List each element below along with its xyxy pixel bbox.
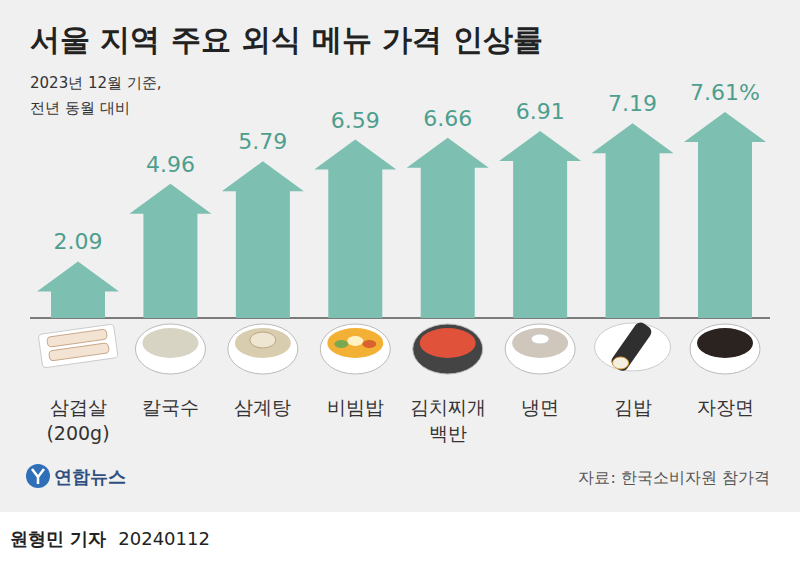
icon-food [609,320,654,373]
icon-food [512,328,568,358]
icon-food [250,332,276,348]
category-label: 비빔밥 [327,396,384,418]
icon-food [697,328,753,358]
icon-food [420,328,476,358]
category-line: 냉면 [521,396,559,418]
data-label: 7.19 [608,91,657,116]
icon-food [327,328,383,358]
source: 자료: 한국소비자원 참가격 [578,468,770,487]
category-label: 삼겹살 (200g) [46,396,109,444]
arrow-bar [407,138,489,318]
date: 20240112 [118,528,210,549]
data-label: 4.96 [146,152,195,177]
logo-mark [32,469,44,484]
data-label: 6.91 [516,99,565,124]
arrow-bar [684,112,766,318]
icon-bowl [228,324,298,374]
icon-plate [38,324,118,368]
icon-food [142,328,198,358]
logo-mark [26,464,50,488]
arrow-bar [314,140,396,318]
category-label: 칼국수 [142,396,199,418]
category-line: 칼국수 [142,396,199,418]
icons [38,320,760,374]
category-label: 냉면 [521,396,559,418]
icon-food [334,340,348,348]
data-label: 7.61% [690,80,760,105]
icon-bowl [413,324,483,374]
category-line: 백반 [429,422,467,444]
category-line: 자장면 [697,396,754,418]
data-label: 5.79 [238,129,287,154]
category-label: 자장면 [697,396,754,418]
arrow-bar [37,261,119,318]
logo: 연합뉴스 [54,466,126,487]
title: 서울 지역 주요 외식 메뉴 가격 인상률 [30,22,543,57]
category-line: 삼겹살 [50,396,107,418]
category-label: 김치찌개백반 [410,396,486,444]
icon-bowl [135,324,205,374]
icon-food [49,343,110,361]
category-label: 김밥 [614,396,652,418]
arrow-bar [222,161,304,318]
data-label: 6.66 [423,106,472,131]
category-line: 김치찌개 [410,396,486,418]
category-line: 비빔밥 [327,396,384,418]
category-line: 삼계탕 [234,396,291,418]
background [0,0,800,512]
arrow-bar [592,123,674,318]
data-label: 2.09 [54,229,103,254]
icon-food [235,328,291,358]
arrow-bar [499,131,581,318]
byline: 원형민 기자 [10,528,106,549]
chart: 서울 지역 주요 외식 메뉴 가격 인상률 2023년 12월 기준, 전년 동월 … [0,0,800,561]
subtitle: 2023년 12월 기준, [30,74,162,92]
category-label: 삼계탕 [234,396,291,418]
footer-background [0,512,800,561]
category-line: (200g) [46,422,109,444]
category-line: 김밥 [614,396,652,418]
icon-food [347,336,363,346]
icon-bowl [690,324,760,374]
icon-bowl [320,324,390,374]
icon-food [613,357,629,369]
data-label: 6.59 [331,108,380,133]
icon-bowl [505,324,575,374]
icon-food [531,334,549,344]
subtitle: 전년 동월 대비 [30,99,130,117]
arrow-bar [129,184,211,318]
bars [37,112,766,318]
icon-food [362,340,376,348]
